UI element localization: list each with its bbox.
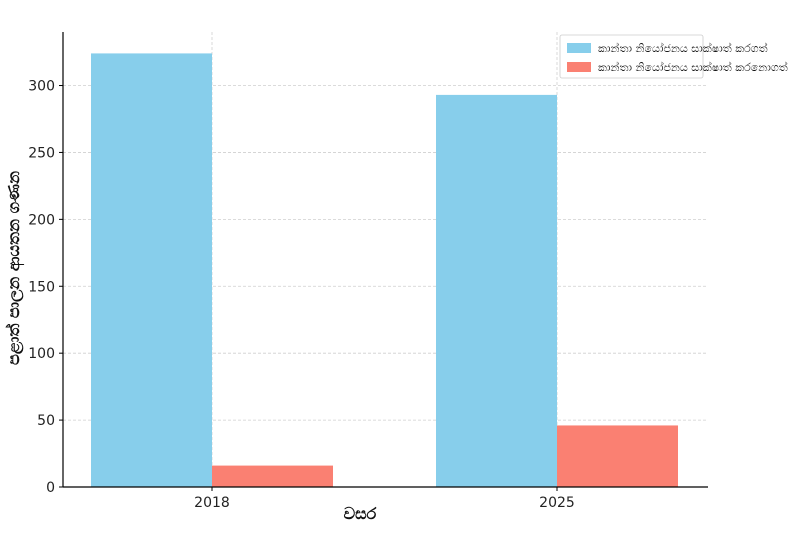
legend-label-not-achieved: කාන්තා නියෝජනය සාක්ෂාත් කරනොගත් bbox=[598, 60, 788, 74]
y-tick-label: 50 bbox=[37, 413, 55, 429]
y-tick-label: 100 bbox=[28, 346, 55, 362]
y-tick-label: 250 bbox=[28, 145, 55, 161]
y-axis-title: පළාත් පාලන ආයතන ගණන bbox=[4, 171, 25, 365]
axes bbox=[62, 32, 708, 488]
y-tick-label: 300 bbox=[28, 79, 55, 95]
y-tick-label: 200 bbox=[28, 212, 55, 228]
legend-swatch-achieved bbox=[567, 43, 591, 53]
bar-not-achieved-2018 bbox=[212, 465, 333, 487]
y-ticks: 0 50 100 150 200 250 300 bbox=[28, 79, 63, 496]
bar-achieved-2025 bbox=[436, 94, 557, 487]
legend-label-achieved: කාන්තා නියෝජනය සාක්ෂාත් කරගත් bbox=[598, 41, 768, 55]
bar-achieved-2018 bbox=[91, 53, 212, 487]
x-axis-title: වසර bbox=[344, 504, 377, 523]
bars bbox=[91, 53, 678, 487]
legend-frame bbox=[559, 34, 704, 79]
bar-not-achieved-2025 bbox=[557, 425, 678, 487]
x-tick-label: 2025 bbox=[539, 495, 575, 511]
y-tick-label: 150 bbox=[28, 279, 55, 295]
y-tick-label: 0 bbox=[46, 480, 55, 496]
legend-swatch-not-achieved bbox=[567, 62, 591, 72]
x-tick-label: 2018 bbox=[194, 495, 230, 511]
x-ticks: 2018 2025 bbox=[194, 487, 575, 511]
legend: කාන්තා නියෝජනය සාක්ෂාත් කරගත් කාන්තා නිය… bbox=[559, 34, 788, 79]
